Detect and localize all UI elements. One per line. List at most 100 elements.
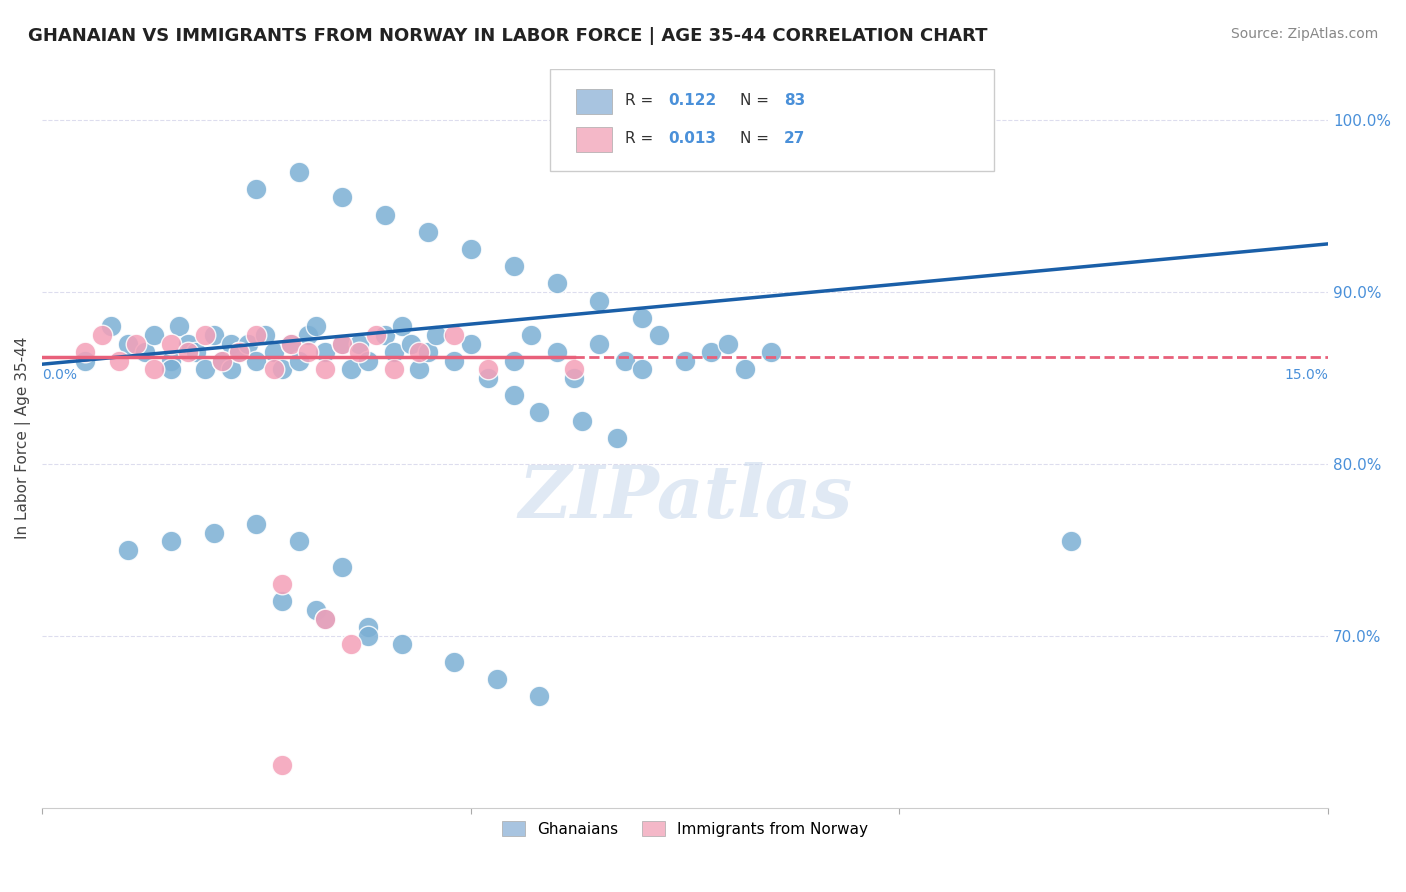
Point [305, 319, 328, 334]
Point [416, 225, 439, 239]
Point [263, 362, 285, 376]
Point [271, 362, 294, 376]
Point [202, 328, 225, 343]
Point [228, 345, 250, 359]
Point [330, 190, 353, 204]
Point [759, 345, 782, 359]
Point [588, 336, 610, 351]
Point [349, 345, 371, 359]
Point [288, 534, 311, 549]
Point [357, 629, 380, 643]
Point [159, 362, 181, 376]
Point [408, 345, 430, 359]
Point [245, 328, 267, 343]
Text: 0.122: 0.122 [668, 93, 717, 108]
Point [374, 208, 396, 222]
Point [236, 336, 259, 351]
Point [408, 362, 430, 376]
Point [253, 328, 276, 343]
Point [108, 353, 131, 368]
Point [271, 594, 294, 608]
Point [382, 345, 405, 359]
Point [142, 328, 165, 343]
Point [159, 534, 181, 549]
Point [631, 310, 654, 325]
Point [186, 345, 208, 359]
Point [194, 362, 217, 376]
Point [288, 164, 311, 178]
Y-axis label: In Labor Force | Age 35-44: In Labor Force | Age 35-44 [15, 337, 31, 540]
Point [648, 328, 671, 343]
Point [562, 362, 585, 376]
Point [502, 388, 524, 402]
Point [330, 560, 353, 574]
Point [502, 353, 524, 368]
Text: N =: N = [741, 93, 775, 108]
Point [177, 336, 200, 351]
Point [520, 328, 543, 343]
Text: 0.013: 0.013 [668, 131, 717, 146]
Point [330, 336, 353, 351]
Point [280, 336, 302, 351]
Text: R =: R = [624, 93, 658, 108]
Point [117, 542, 139, 557]
Point [211, 353, 233, 368]
Point [297, 328, 319, 343]
Point [271, 757, 294, 772]
Point [485, 672, 508, 686]
Point [349, 336, 371, 351]
Point [297, 345, 319, 359]
Text: N =: N = [741, 131, 775, 146]
Text: ZIPatlas: ZIPatlas [517, 462, 852, 533]
Point [357, 353, 380, 368]
Point [314, 612, 336, 626]
Point [280, 336, 302, 351]
Point [673, 353, 696, 368]
Point [477, 362, 499, 376]
Point [546, 345, 568, 359]
Point [169, 319, 191, 334]
Point [245, 353, 267, 368]
Point [460, 242, 482, 256]
Point [211, 353, 233, 368]
Point [100, 319, 122, 334]
Point [91, 328, 114, 343]
Point [117, 336, 139, 351]
Point [382, 362, 405, 376]
Point [357, 620, 380, 634]
Point [288, 353, 311, 368]
Point [460, 336, 482, 351]
Point [330, 336, 353, 351]
Point [142, 362, 165, 376]
Point [443, 328, 465, 343]
Point [134, 345, 156, 359]
Text: Source: ZipAtlas.com: Source: ZipAtlas.com [1230, 27, 1378, 41]
Point [588, 293, 610, 308]
FancyBboxPatch shape [576, 127, 612, 152]
Text: GHANAIAN VS IMMIGRANTS FROM NORWAY IN LABOR FORCE | AGE 35-44 CORRELATION CHART: GHANAIAN VS IMMIGRANTS FROM NORWAY IN LA… [28, 27, 987, 45]
Point [73, 345, 96, 359]
Point [443, 353, 465, 368]
Point [245, 182, 267, 196]
Point [271, 577, 294, 591]
Point [546, 277, 568, 291]
Point [125, 336, 148, 351]
Text: 0.0%: 0.0% [42, 368, 77, 382]
Point [425, 328, 447, 343]
Point [399, 336, 422, 351]
Point [339, 362, 361, 376]
Point [391, 319, 413, 334]
Point [305, 603, 328, 617]
Point [631, 362, 654, 376]
Point [477, 371, 499, 385]
Point [73, 353, 96, 368]
FancyBboxPatch shape [550, 69, 994, 170]
Point [717, 336, 740, 351]
Point [374, 328, 396, 343]
Point [734, 362, 756, 376]
Point [366, 328, 388, 343]
Text: R =: R = [624, 131, 658, 146]
Text: 27: 27 [785, 131, 806, 146]
Point [219, 336, 242, 351]
Point [339, 637, 361, 651]
